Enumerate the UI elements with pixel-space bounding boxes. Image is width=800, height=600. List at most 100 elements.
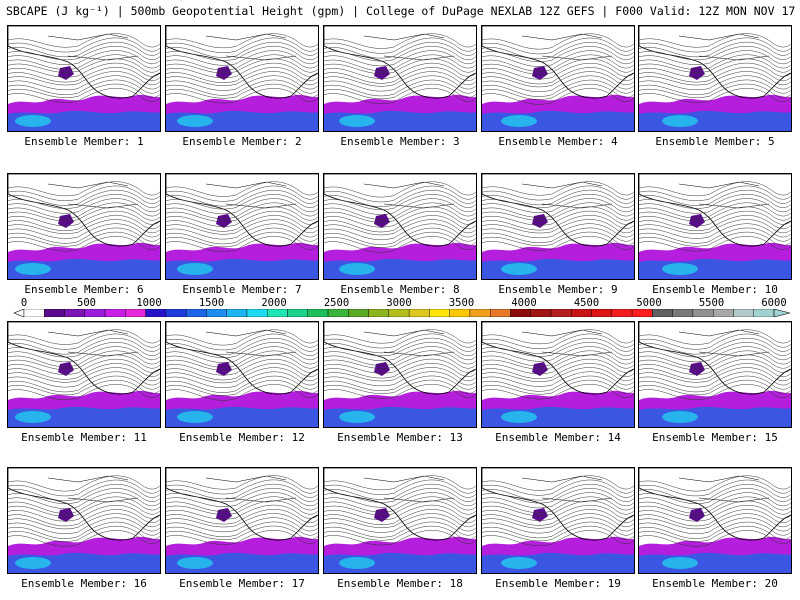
cape-patch <box>689 66 705 80</box>
colorbar-segment <box>631 309 653 317</box>
cape-field-high <box>8 110 160 131</box>
ensemble-member-panel <box>165 467 319 574</box>
map-svg <box>166 468 318 573</box>
cape-maximum <box>339 411 375 423</box>
ensemble-member-label: Ensemble Member: 11 <box>21 431 147 444</box>
ensemble-member-panel <box>323 173 477 280</box>
colorbar-tick-label: 2000 <box>261 297 287 309</box>
cape-patch <box>216 214 232 228</box>
colorbar-segment <box>672 309 694 317</box>
cape-maximum <box>662 115 698 127</box>
cape-field-high <box>8 406 160 427</box>
colorbar-segment <box>712 309 734 317</box>
cape-maximum <box>15 557 51 569</box>
height-contours <box>639 181 791 252</box>
political-borders <box>363 181 455 209</box>
cape-maximum <box>339 557 375 569</box>
colorbar-segment <box>125 309 146 317</box>
cape-maximum <box>177 557 213 569</box>
ensemble-member-label: Ensemble Member: 15 <box>652 431 778 444</box>
political-borders <box>521 475 613 503</box>
colorbar-segment <box>226 309 248 317</box>
colorbar-segment <box>23 309 45 317</box>
coastline <box>324 322 476 395</box>
colorbar-segment <box>490 309 511 317</box>
colorbar-segment <box>165 309 187 317</box>
colorbar-segment <box>469 309 491 317</box>
cape-maximum <box>662 263 698 275</box>
ensemble-member-panel <box>638 173 792 280</box>
cape-patch <box>58 362 74 376</box>
ensemble-member-label: Ensemble Member: 17 <box>179 577 305 590</box>
cape-patch <box>374 362 390 376</box>
colorbar-segment <box>246 309 268 317</box>
political-borders <box>678 329 770 357</box>
colorbar-tick-label: 5500 <box>698 297 725 309</box>
cape-patch <box>532 66 548 80</box>
coastline <box>8 322 160 395</box>
height-contours <box>166 329 318 401</box>
cape-patch <box>216 362 232 376</box>
height-contours <box>324 181 476 253</box>
ensemble-member-panel <box>165 321 319 428</box>
height-contours <box>482 329 634 400</box>
cape-maximum <box>15 411 51 423</box>
political-borders <box>47 33 139 61</box>
colorbar-segment <box>64 309 86 317</box>
cape-field-high <box>639 110 791 131</box>
political-borders <box>521 181 613 209</box>
colorbar-tick-label: 3000 <box>386 297 412 309</box>
height-contours <box>482 33 634 105</box>
map-svg <box>8 174 160 279</box>
colorbar-segment <box>611 309 633 317</box>
ensemble-member-label: Ensemble Member: 1 <box>24 135 144 148</box>
ensemble-member-panel <box>7 321 161 428</box>
map-svg <box>482 174 634 279</box>
ensemble-member-panel <box>638 25 792 132</box>
cape-maximum <box>501 557 537 569</box>
ensemble-member-label: Ensemble Member: 4 <box>498 135 618 148</box>
cape-field-high <box>8 258 160 279</box>
height-contours <box>639 475 791 547</box>
cape-field-high <box>639 552 791 573</box>
coastline <box>639 468 791 541</box>
cape-maximum <box>501 411 537 423</box>
political-borders <box>47 475 139 503</box>
ensemble-member-panel <box>323 467 477 574</box>
coastline <box>482 174 634 247</box>
ensemble-member-panel <box>638 321 792 428</box>
ensemble-member-panel <box>165 173 319 280</box>
coastline <box>482 468 634 541</box>
political-borders <box>205 329 297 357</box>
cape-patch <box>532 508 548 522</box>
coastline <box>166 26 318 99</box>
cape-maximum <box>177 411 213 423</box>
colorbar-segment <box>206 309 227 317</box>
height-contours <box>8 33 160 103</box>
height-contours <box>639 329 791 400</box>
map-svg <box>166 322 318 427</box>
ensemble-member-label: Ensemble Member: 20 <box>652 577 778 590</box>
colorbar-segment <box>753 309 775 317</box>
colorbar-tick-label: 4000 <box>511 297 537 309</box>
coastline <box>324 174 476 247</box>
map-svg <box>482 26 634 131</box>
cape-maximum <box>177 115 213 127</box>
colorbar-arrow-left <box>14 309 25 317</box>
colorbar-segment <box>44 309 65 317</box>
map-svg <box>482 322 634 427</box>
colorbar-segment <box>287 309 308 317</box>
map-svg <box>166 174 318 279</box>
colorbar-tick-label: 4500 <box>573 297 600 309</box>
map-svg <box>324 26 476 131</box>
coastline <box>482 26 634 99</box>
colorbar-arrow-right <box>773 309 790 317</box>
coastline <box>166 174 318 247</box>
map-svg <box>324 468 476 573</box>
map-svg <box>482 468 634 573</box>
cape-field-high <box>639 406 791 427</box>
colorbar-tick-label: 0 <box>20 297 28 309</box>
cape-patch <box>216 508 232 522</box>
colorbar-segment <box>388 309 410 317</box>
map-svg <box>324 174 476 279</box>
